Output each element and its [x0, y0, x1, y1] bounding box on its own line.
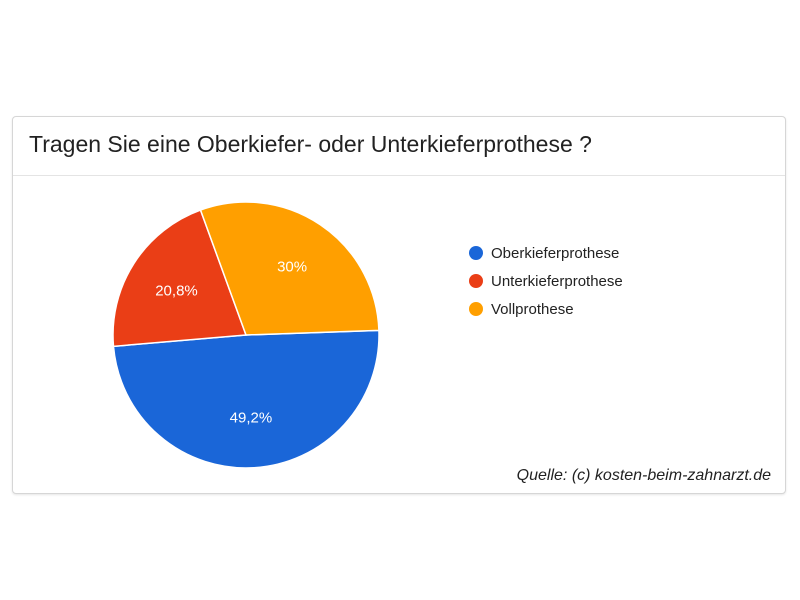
- legend-item-oberkieferprothese: Oberkieferprothese: [469, 239, 623, 267]
- legend-label-vollprothese: Vollprothese: [491, 300, 574, 318]
- data-label-unterkieferprothese: 20,8%: [155, 283, 198, 300]
- pie-slice-oberkieferprothese: [112, 329, 380, 469]
- legend-marker-unterkieferprothese: [469, 274, 483, 288]
- legend-label-unterkieferprothese: Unterkieferprothese: [491, 272, 623, 290]
- source-note: Quelle: (c) kosten-beim-zahnarzt.de: [516, 467, 771, 484]
- legend-marker-vollprothese: [469, 302, 483, 316]
- chart-title: Tragen Sie eine Oberkiefer- oder Unterki…: [29, 131, 592, 157]
- title-bar: Tragen Sie eine Oberkiefer- oder Unterki…: [13, 117, 785, 176]
- legend-item-vollprothese: Vollprothese: [469, 295, 623, 323]
- legend-marker-oberkieferprothese: [469, 246, 483, 260]
- legend-label-oberkieferprothese: Oberkieferprothese: [491, 244, 620, 262]
- legend-item-unterkieferprothese: Unterkieferprothese: [469, 267, 623, 295]
- pie-chart: 49,2% 20,8% 30%: [112, 201, 380, 469]
- data-label-vollprothese: 30%: [277, 259, 307, 276]
- chart-card: Tragen Sie eine Oberkiefer- oder Unterki…: [12, 116, 786, 494]
- data-label-oberkieferprothese: 49,2%: [230, 409, 273, 426]
- legend: Oberkieferprothese Unterkieferprothese V…: [469, 239, 623, 323]
- pie-slice-vollprothese: [199, 201, 380, 336]
